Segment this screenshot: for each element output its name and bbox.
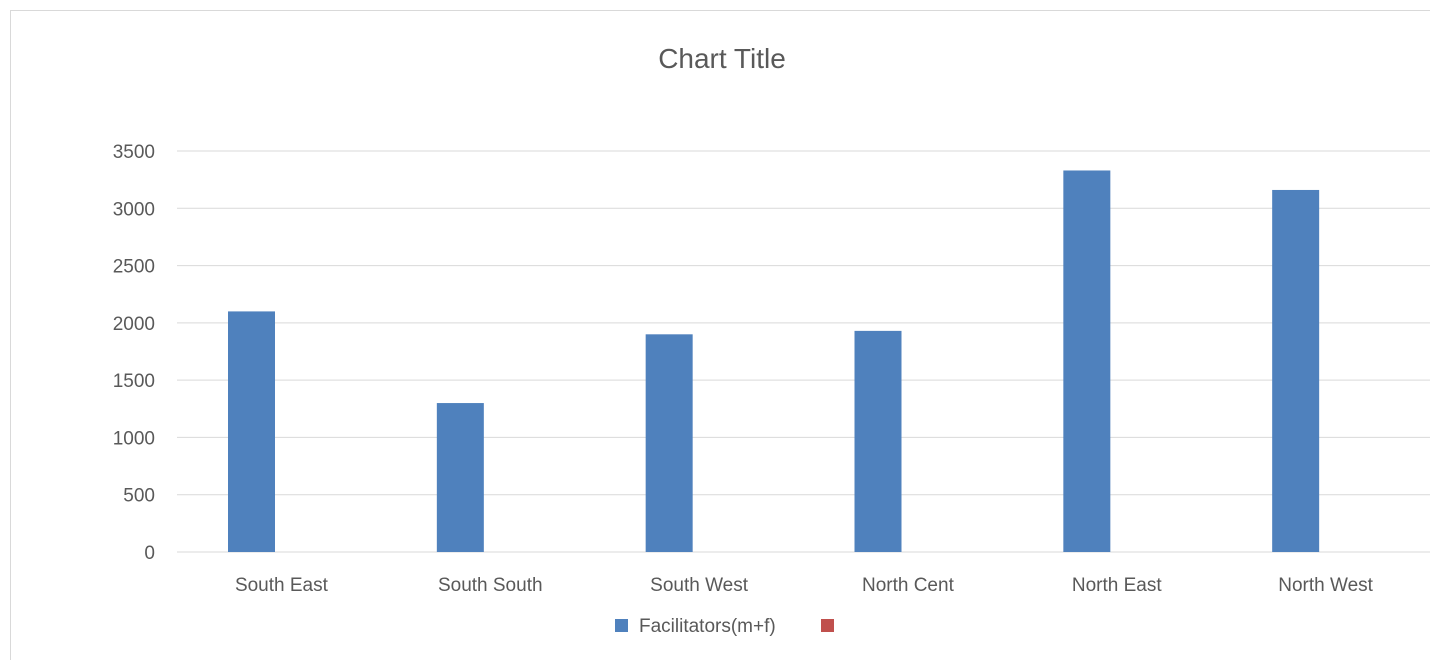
chart-frame [10,10,1430,660]
legend-swatch [615,619,628,632]
chart-title: Chart Title [658,43,786,74]
y-tick-label: 1000 [113,428,155,449]
legend: Facilitators(m+f) [615,616,834,637]
y-tick-label: 2500 [113,257,155,278]
x-tick-label: North East [1072,575,1162,596]
x-axis-tick-labels: South East South South South West North Cen… [235,575,1374,596]
bar [1272,189,1320,552]
y-tick-label: 2000 [113,314,155,335]
x-tick-label: North West [1278,575,1373,596]
bar [228,311,275,552]
legend-swatch [821,619,834,632]
bar [854,330,902,552]
y-tick-label: 3500 [113,142,155,163]
x-tick-label: South West [650,575,749,596]
x-tick-label: North Cent [862,575,955,596]
bars [228,170,1320,552]
y-tick-label: 500 [123,486,155,507]
bar [1063,170,1111,552]
x-tick-label: South East [235,575,329,596]
y-tick-label: 1500 [113,371,155,392]
gridlines [177,150,1430,553]
legend-label: Facilitators(m+f) [639,616,776,637]
y-axis-tick-labels: 0 500 1000 1500 2000 2500 3000 3500 [113,142,155,564]
y-tick-label: 0 [144,543,155,564]
x-tick-label: South South [438,575,543,596]
bar [645,334,693,552]
bar [436,403,484,552]
y-tick-label: 3000 [113,199,155,220]
